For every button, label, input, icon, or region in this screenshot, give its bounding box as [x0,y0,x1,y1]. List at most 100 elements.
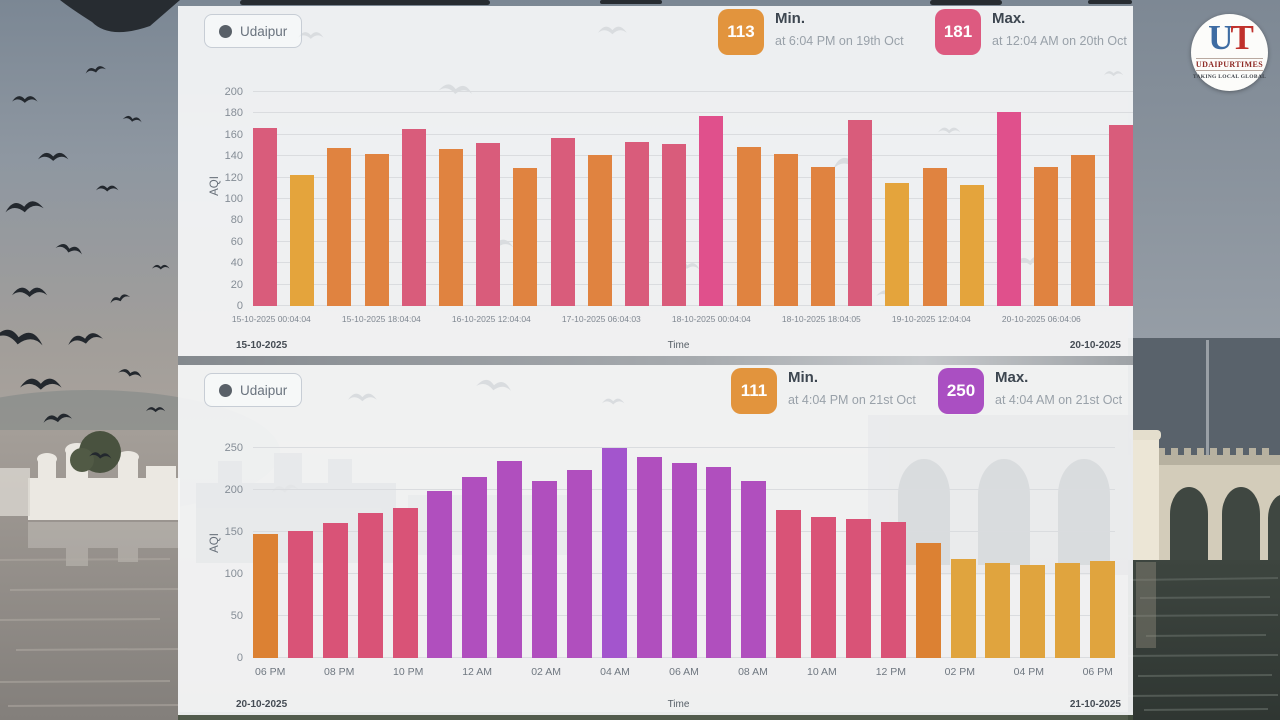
bar[interactable] [1071,155,1096,306]
bar[interactable] [322,522,348,658]
legend-dot-icon [219,24,232,38]
bar[interactable] [845,519,871,658]
bar[interactable] [671,463,697,658]
x-axis-tick-label: 04 PM [1013,666,1044,678]
bar[interactable] [601,448,627,658]
max-label: Max. [992,10,1026,27]
bar[interactable] [811,516,836,658]
bar[interactable] [636,457,662,658]
bar[interactable] [736,146,761,306]
bar[interactable] [587,155,612,306]
bar[interactable] [776,510,802,658]
range-start-date: 20-10-2025 [236,699,288,710]
gridline [253,112,1133,114]
bar[interactable] [401,129,426,306]
bar[interactable] [997,112,1022,306]
x-axis-tick-label: 06 AM [669,666,699,678]
legend-chip-udaipur[interactable]: Udaipur [204,373,303,407]
min-label: Min. [788,369,818,386]
y-axis-tick-label: 60 [230,235,243,248]
y-axis-tick-label: 120 [224,171,243,184]
bar[interactable] [392,508,418,658]
x-axis-tick-label: 12 AM [462,666,492,678]
gridline [253,198,1133,199]
bar[interactable] [532,480,557,658]
gridline [253,240,1133,242]
bar[interactable] [550,138,575,306]
bar[interactable] [811,166,836,306]
y-axis-tick-label: 40 [230,257,243,270]
bar-series [253,448,1115,658]
max-value-badge: 250 [938,368,984,414]
legend-label: Udaipur [240,382,288,398]
x-axis-tick-label: 08 PM [324,666,355,678]
bar[interactable] [625,142,650,306]
bar[interactable] [476,143,501,306]
y-axis-tick-label: 160 [224,128,243,141]
min-stat: 113 Min. at 6:04 PM on 19th Oct [718,9,904,55]
bar[interactable] [497,461,523,658]
bar[interactable] [253,533,278,658]
bar[interactable] [959,185,984,306]
top-edge-birds [60,0,1132,33]
bar[interactable] [773,154,798,306]
bar[interactable] [566,469,592,658]
x-axis-tick-label: 16-10-2025 12:04:04 [451,314,531,324]
x-axis-tick-label: 06 PM [1082,666,1113,678]
bar[interactable] [915,542,941,658]
bar[interactable] [985,563,1011,658]
y-axis-tick-label: 180 [224,107,243,120]
bar[interactable] [513,167,538,306]
bar-series [253,92,1133,306]
bar[interactable] [327,147,352,306]
x-axis-tick-label: 12 PM [875,666,907,678]
max-stat: 181 Max. at 12:04 AM on 20th Oct [935,9,1127,55]
bar[interactable] [848,119,873,306]
legend-dot-icon [219,383,232,397]
bar[interactable] [357,512,383,658]
bar[interactable] [885,182,910,306]
x-axis-tick-label: 15-10-2025 00:04:04 [231,314,311,324]
bar[interactable] [950,558,976,658]
bar[interactable] [662,144,687,306]
y-axis-tick-label: 150 [224,526,243,538]
x-axis-tick-label: 08 AM [738,666,768,678]
y-axis-tick-label: 140 [224,150,243,163]
bar[interactable] [1090,560,1115,658]
bar[interactable] [706,467,732,658]
gridline [253,219,1133,221]
min-value-badge: 111 [731,368,777,414]
aqi-chart-panel-daily: Udaipur 111 Min. at 4:04 PM on 21st Oct … [178,365,1133,715]
bar-chart-weekly: AQI 0 20 40 60 80 100 120 140 160 180 200 15-10-20… [209,76,1133,324]
bar[interactable] [1034,166,1059,306]
x-axis-tick-label: 04 AM [600,666,630,678]
bar[interactable] [1055,563,1081,658]
bar[interactable] [699,115,724,306]
gridline [253,176,1133,178]
bar[interactable] [1108,125,1133,306]
bar[interactable] [880,521,906,658]
bar[interactable] [922,167,947,306]
bar[interactable] [439,148,464,306]
bar[interactable] [364,154,389,306]
gridline [253,133,1133,135]
min-value-badge: 113 [718,9,764,55]
bar[interactable] [462,477,488,658]
y-axis-tick-label: 0 [236,300,243,312]
bar[interactable] [427,490,453,658]
y-axis-tick-label: 100 [224,568,243,580]
max-detail: at 12:04 AM on 20th Oct [992,34,1127,48]
logo-tagline: TAKING LOCAL GLOBAL [1192,74,1267,81]
range-end-date: 21-10-2025 [1069,699,1121,710]
x-axis-tick-labels: 06 PM 08 PM 10 PM 12 AM 02 AM 04 AM 06 AM 08 AM… [253,666,1115,680]
bar[interactable] [1020,564,1046,658]
x-axis-tick-label: 10 AM [807,666,837,678]
bar[interactable] [741,480,767,658]
y-axis-tick-label: 50 [230,610,243,622]
legend-chip-udaipur[interactable]: Udaipur [204,14,303,48]
bar[interactable] [290,175,315,306]
bar[interactable] [253,128,277,306]
bar[interactable] [287,531,313,658]
min-detail: at 6:04 PM on 19th Oct [775,34,904,48]
aqi-chart-panel-weekly: Udaipur 113 Min. at 6:04 PM on 19th Oct … [178,6,1133,356]
